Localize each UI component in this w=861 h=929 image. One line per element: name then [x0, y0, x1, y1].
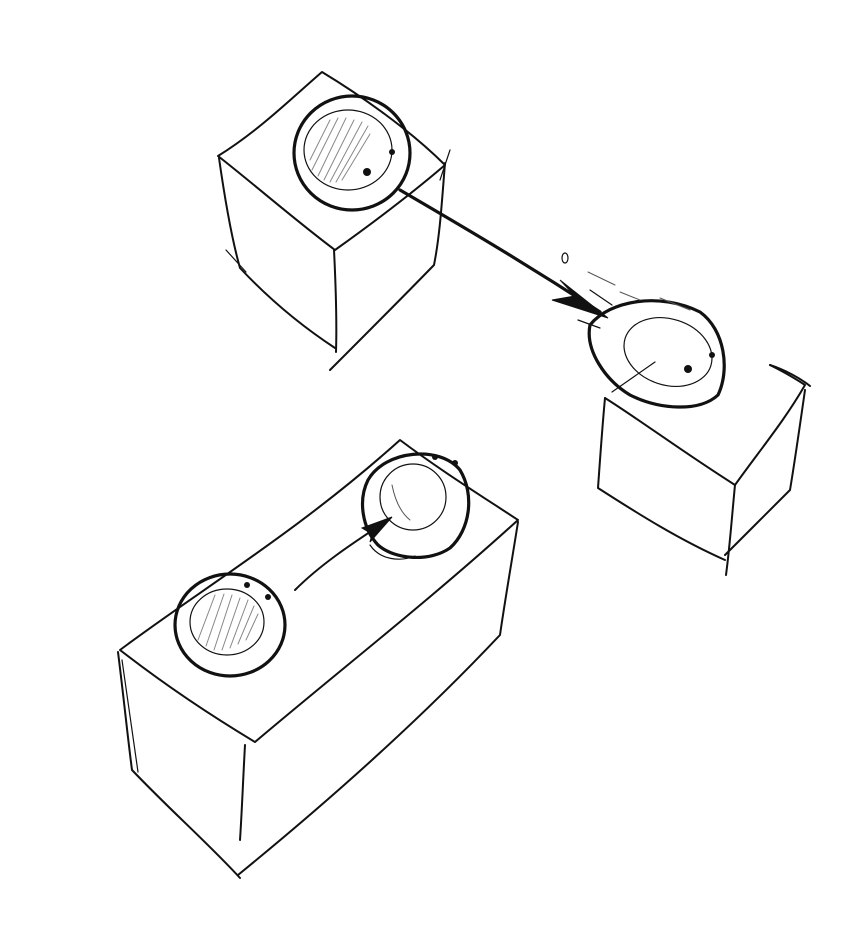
long-box-sketch-line [121, 659, 139, 773]
puck-top-left [292, 94, 412, 212]
arrow-diagonal-sketch-1 [589, 289, 613, 306]
puck-right-fleck [561, 252, 569, 264]
puck-bottom-left-dot-2 [265, 594, 271, 600]
long-box-top-face [119, 439, 519, 743]
long-box-left-face [117, 651, 241, 879]
puck-top-left-inner-ring [303, 109, 393, 191]
cube-top-left-front-edge [333, 249, 338, 353]
cube-right [561, 252, 811, 576]
puck-bottom-right-dot-1 [432, 454, 438, 460]
puck-right-sketch-line [611, 361, 656, 393]
cube-top-left-sketch-line [439, 149, 451, 181]
puck-bottom-right-dot-2 [452, 460, 458, 466]
puck-bottom-left-dot-1 [244, 582, 250, 588]
puck-top-left-rim [292, 94, 412, 212]
arrow-short-head [360, 516, 393, 543]
puck-bottom-left [173, 572, 287, 678]
cube-right-top-back [769, 364, 811, 387]
cube-top-left-sketch-line-2 [225, 249, 247, 273]
puck-right-inner-ring [623, 317, 713, 387]
puck-bottom-left-inner-ring [189, 588, 265, 656]
puck-bottom-left-shading [197, 593, 259, 651]
puck-top-left-dot-1 [363, 168, 371, 176]
cube-right-left-face [597, 397, 726, 561]
cube-top-left [217, 71, 451, 371]
long-box-right-face [237, 521, 519, 876]
cube-top-left-left-face [218, 157, 336, 349]
cube-top-left-right-face [329, 162, 446, 371]
puck-right-dot-1 [684, 365, 692, 373]
puck-right-dot-2 [709, 352, 715, 358]
puck-top-left-shading [309, 117, 371, 183]
puck-right-motion-2 [619, 291, 641, 301]
puck-bottom-right-inner-ring [379, 463, 447, 531]
arrow-diagonal-head [551, 279, 609, 319]
puck-bottom-right-rim [360, 452, 471, 559]
cube-right-front-edge [725, 484, 736, 576]
arrow-diagonal-shaft [398, 188, 602, 314]
puck-right-motion-1 [587, 271, 616, 286]
long-box-bottom [117, 439, 519, 879]
cube-right-top-face [604, 364, 806, 486]
puck-bottom-right [360, 452, 471, 560]
puck-top-left-dot-2 [389, 149, 395, 155]
long-box-front-edge [239, 744, 246, 841]
puck-bottom-right-shading [391, 484, 411, 521]
puck-right [561, 252, 726, 409]
cube-right-right-face [724, 389, 806, 556]
puck-bottom-left-rim [173, 572, 287, 678]
arrow-diagonal [398, 188, 613, 329]
puck-bottom-right-shadow [369, 544, 416, 560]
arrow-short [294, 516, 393, 591]
puck-right-motion-3 [659, 297, 691, 311]
puck-right-rim [587, 299, 726, 409]
